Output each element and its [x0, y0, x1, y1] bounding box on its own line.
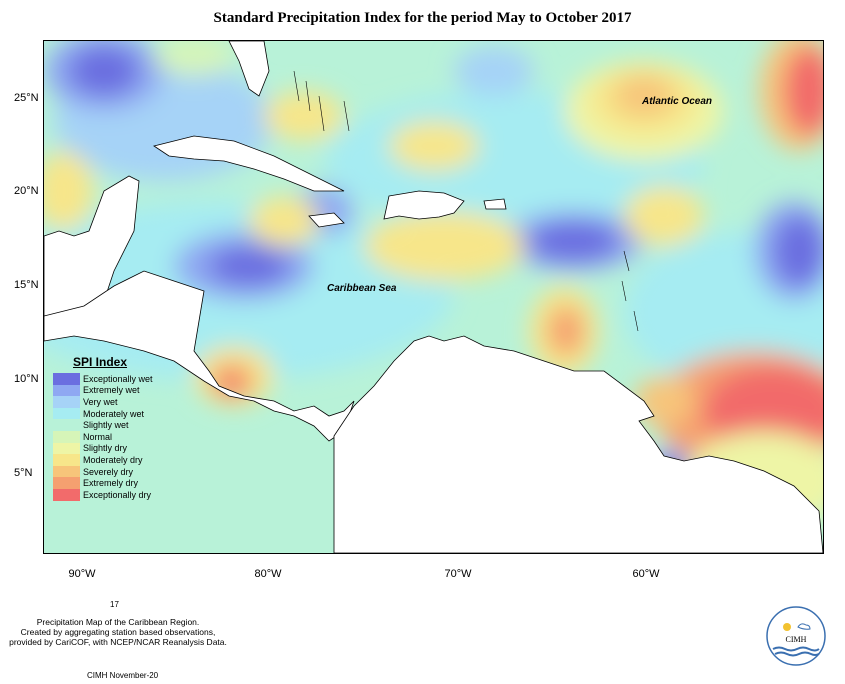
legend-item: Normal — [53, 430, 173, 443]
legend-item: Slightly wet — [53, 419, 173, 431]
footer-text: CIMH November-20 — [87, 671, 159, 680]
landmasses — [44, 41, 823, 553]
lon-label-90w: 90°W — [68, 568, 96, 580]
legend-item: Moderately wet — [53, 407, 173, 420]
legend-label: Slightly dry — [83, 443, 128, 454]
legend-rows: Exceptionally wet Extremely wet Very wet Mo… — [53, 373, 173, 501]
legend-item: Moderately dry — [53, 454, 173, 466]
lat-label-25n: 25°N — [14, 92, 39, 104]
legend-label: Extremely wet — [83, 385, 140, 396]
credits-line: Precipitation Map of the Caribbean Regio… — [36, 617, 200, 627]
lon-label-80w: 80°W — [254, 568, 282, 580]
legend-swatch — [53, 442, 80, 455]
lat-label-5n: 5°N — [14, 467, 33, 479]
legend-item: Extremely dry — [53, 477, 173, 489]
caribbean-sea-label: Caribbean Sea — [327, 283, 397, 294]
legend-item: Slightly dry — [53, 442, 173, 455]
cimh-logo-icon: CIMH — [766, 606, 826, 666]
lat-label-15n: 15°N — [14, 279, 39, 291]
spi-map: Atlantic Ocean Caribbean Sea — [43, 40, 824, 554]
lon-label-60w: 60°W — [632, 568, 660, 580]
legend-label: Exceptionally wet — [83, 373, 153, 384]
legend-swatch — [53, 396, 80, 408]
legend-swatch — [53, 419, 80, 431]
lon-label-70w: 70°W — [444, 568, 472, 580]
legend-item: Exceptionally wet — [53, 373, 173, 385]
legend-label: Moderately wet — [83, 408, 145, 419]
credits-line: Created by aggregating station based obs… — [20, 627, 216, 637]
map-title: Standard Precipitation Index for the per… — [213, 10, 632, 26]
legend-swatch — [53, 454, 80, 466]
cimh-logo: CIMH — [765, 605, 827, 667]
coastlines-islands — [293, 70, 639, 332]
legend-swatch — [53, 373, 80, 385]
legend-title: SPI Index — [73, 355, 128, 369]
credits-line: provided by CariCOF, with NCEP/NCAR Rean… — [9, 637, 227, 647]
legend-item: Very wet — [53, 396, 173, 408]
lat-label-20n: 20°N — [14, 185, 39, 197]
page-number: 17 — [110, 600, 119, 609]
credits-text: Precipitation Map of the Caribbean Regio… — [0, 617, 236, 647]
legend-swatch — [53, 430, 80, 443]
legend-label: Severely dry — [83, 466, 134, 477]
legend-swatch — [53, 384, 80, 397]
legend-swatch — [53, 465, 80, 478]
spi-legend: SPI Index Exceptionally wet Extremely wet… — [53, 355, 173, 501]
legend-label: Normal — [83, 431, 113, 442]
legend-item: Severely dry — [53, 465, 173, 478]
legend-swatch — [53, 407, 80, 420]
cimh-logo-text: CIMH — [786, 635, 807, 644]
legend-swatch — [53, 477, 80, 489]
atlantic-ocean-label: Atlantic Ocean — [641, 96, 712, 107]
legend-item: Extremely wet — [53, 384, 173, 397]
legend-label: Extremely dry — [83, 478, 139, 489]
legend-label: Slightly wet — [83, 420, 129, 431]
legend-item: Exceptionally dry — [53, 488, 173, 501]
legend-label: Very wet — [83, 396, 118, 407]
legend-label: Exceptionally dry — [83, 489, 152, 500]
legend-swatch — [53, 488, 80, 501]
legend-label: Moderately dry — [83, 454, 143, 465]
spi-map-canvas: Atlantic Ocean Caribbean Sea — [44, 41, 823, 553]
lat-label-10n: 10°N — [14, 373, 39, 385]
